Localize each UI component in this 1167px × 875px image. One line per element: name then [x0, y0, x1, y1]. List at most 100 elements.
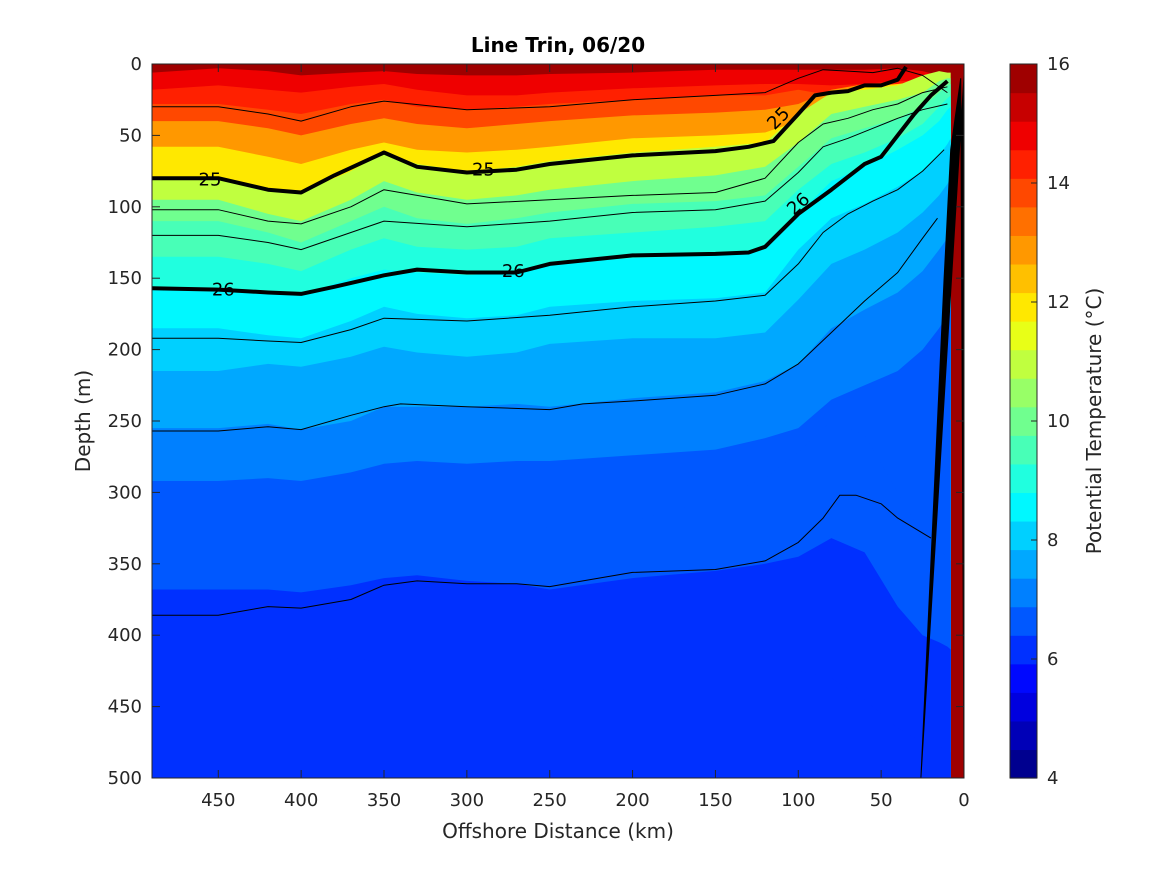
isopycnal-contour-bold	[152, 79, 949, 296]
colorbar-swatch	[1010, 378, 1037, 408]
x-axis-label: Offshore Distance (km)	[442, 819, 674, 843]
x-tick-label: 50	[870, 790, 893, 811]
y-tick: 150	[108, 268, 964, 289]
colorbar-swatch	[1010, 321, 1037, 351]
colorbar-tick-label: 10	[1047, 411, 1070, 432]
colorbar-tick: 10	[1031, 411, 1070, 432]
y-tick-label: 0	[131, 54, 142, 75]
colorbar-swatch	[1010, 263, 1037, 294]
colorbar-swatch	[1010, 435, 1037, 465]
contour-label-text: 26	[502, 261, 525, 282]
colorbar-tick: 16	[1031, 54, 1070, 75]
y-tick: 400	[108, 625, 964, 646]
colorbar-swatch	[1010, 549, 1037, 579]
colorbar-tick: 4	[1031, 768, 1058, 789]
y-tick: 100	[108, 197, 964, 218]
temperature-fill-layer	[152, 64, 964, 783]
contour-label: 26	[212, 280, 235, 301]
y-tick-label: 500	[108, 768, 142, 789]
colorbar-swatch	[1010, 578, 1037, 608]
chart-title: Line Trin, 06/20	[471, 33, 645, 57]
y-tick-label: 50	[119, 125, 142, 146]
x-tick: 350	[367, 64, 401, 811]
colorbar-swatch	[1010, 206, 1037, 236]
y-tick: 250	[108, 411, 964, 432]
colorbar-swatch	[1010, 349, 1037, 379]
colorbar-swatch	[1010, 64, 1037, 94]
x-tick: 250	[533, 64, 567, 811]
colorbar-tick-label: 16	[1047, 54, 1070, 75]
temperature-band	[152, 656, 951, 778]
colorbar-tick-label: 14	[1047, 173, 1070, 194]
contour-line	[152, 67, 948, 122]
x-tick-label: 100	[781, 790, 815, 811]
y-tick-label: 200	[108, 340, 142, 361]
colorbar-swatch	[1010, 663, 1037, 693]
y-axis-ticks: 0 50 100 150 200 250 300 350 400 450 500	[108, 54, 964, 789]
x-tick-label: 300	[450, 790, 484, 811]
land-mask	[920, 75, 964, 778]
contour-line	[152, 86, 948, 225]
y-tick: 300	[108, 482, 964, 503]
colorbar-swatch	[1010, 463, 1037, 493]
y-tick-label: 350	[108, 554, 142, 575]
x-tick-label: 150	[698, 790, 732, 811]
x-tick: 300	[450, 64, 484, 811]
colorbar-tick-label: 12	[1047, 292, 1070, 313]
x-tick: 50	[870, 64, 893, 811]
contour-line	[152, 149, 945, 343]
colorbar-ticks: 4 6 8 10 12 14 16	[1031, 54, 1070, 789]
y-tick-label: 400	[108, 625, 142, 646]
y-tick-label: 100	[108, 197, 142, 218]
x-tick-label: 350	[367, 790, 401, 811]
colorbar-swatch	[1010, 692, 1037, 722]
x-tick-label: 0	[958, 790, 969, 811]
colorbar-swatch	[1010, 92, 1037, 122]
x-tick-label: 250	[533, 790, 567, 811]
colorbar-swatch	[1010, 235, 1037, 265]
y-tick: 200	[108, 340, 964, 361]
colorbar-swatch	[1010, 606, 1037, 636]
y-tick-label: 450	[108, 697, 142, 718]
x-tick-label: 400	[284, 790, 318, 811]
contour-line	[152, 494, 932, 616]
contour-label: 25	[199, 170, 222, 191]
colorbar-swatch	[1010, 121, 1037, 151]
y-tick: 500	[108, 768, 964, 789]
colorbar-tick: 6	[1031, 649, 1058, 670]
contour-line-layer	[152, 65, 949, 616]
contour-line	[152, 103, 948, 251]
x-axis-ticks: 450 400 350 300 250 200 150 100 50 0	[201, 64, 970, 811]
x-tick: 150	[698, 64, 733, 811]
contour-label-text: 25	[199, 170, 222, 191]
temperature-band	[152, 778, 951, 783]
colorbar-swatch	[1010, 635, 1037, 665]
land-mask-layer	[920, 75, 964, 778]
colorbar-swatch	[1010, 720, 1037, 751]
colorbar-tick-label: 8	[1047, 530, 1058, 551]
x-tick: 400	[284, 64, 318, 811]
contour-label-text: 26	[212, 280, 235, 301]
y-axis-label: Depth (m)	[71, 370, 95, 472]
colorbar-tick-label: 6	[1047, 649, 1058, 670]
y-tick: 350	[108, 554, 964, 575]
colorbar-tick: 8	[1031, 530, 1058, 551]
colorbar-label: Potential Temperature (°C)	[1082, 288, 1106, 555]
y-tick-label: 250	[108, 411, 142, 432]
contour-line	[152, 217, 938, 432]
x-tick: 0	[958, 64, 970, 811]
x-tick-label: 450	[201, 790, 235, 811]
colorbar-tick: 12	[1031, 292, 1070, 313]
colorbar-tick-label: 4	[1047, 768, 1058, 789]
x-tick: 200	[615, 64, 650, 811]
colorbar-swatch	[1010, 749, 1037, 779]
x-tick: 100	[781, 64, 815, 811]
colorbar-swatch	[1010, 292, 1037, 322]
y-tick: 0	[131, 54, 964, 75]
y-tick: 50	[119, 125, 964, 146]
colorbar-swatch	[1010, 520, 1037, 551]
colorbar-swatch	[1010, 149, 1037, 179]
contour-label: 25	[472, 160, 495, 181]
